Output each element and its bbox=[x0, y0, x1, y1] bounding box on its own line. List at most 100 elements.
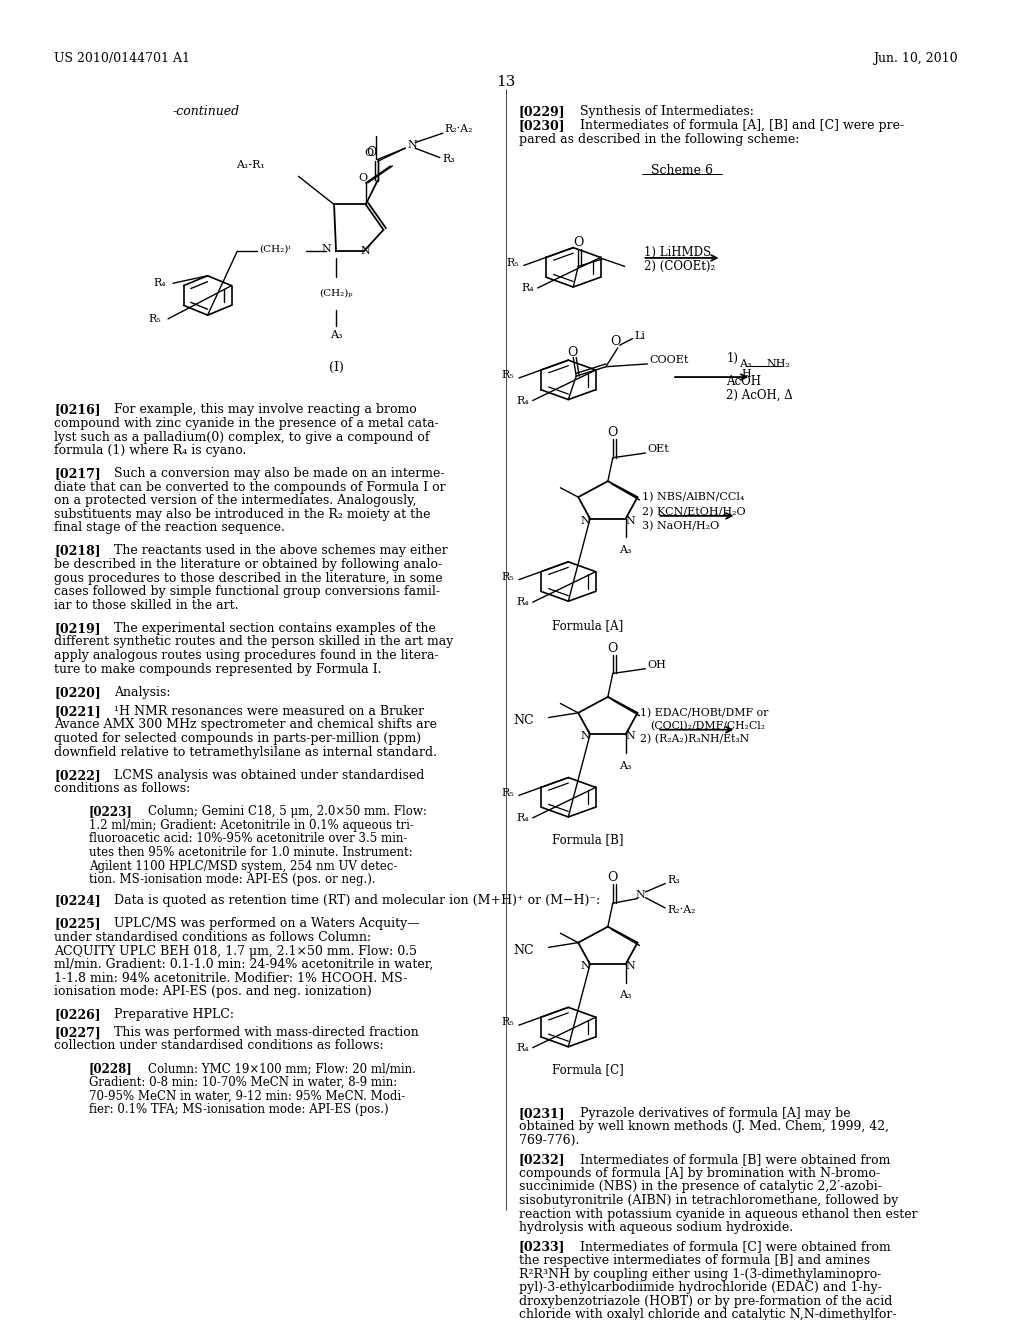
Text: The reactants used in the above schemes may either: The reactants used in the above schemes … bbox=[114, 544, 447, 557]
Text: Avance AMX 300 MHz spectrometer and chemical shifts are: Avance AMX 300 MHz spectrometer and chem… bbox=[54, 718, 437, 731]
Text: [0224]: [0224] bbox=[54, 895, 101, 907]
Text: A₃: A₃ bbox=[330, 330, 342, 341]
Text: A₃: A₃ bbox=[739, 359, 752, 370]
Text: Data is quoted as retention time (RT) and molecular ion (M+H)⁺ or (M−H)⁻:: Data is quoted as retention time (RT) an… bbox=[114, 895, 600, 907]
Text: NH₂: NH₂ bbox=[766, 359, 790, 370]
Text: 2) KCN/EtOH/H₂O: 2) KCN/EtOH/H₂O bbox=[642, 507, 746, 517]
Text: ¹H NMR resonances were measured on a Bruker: ¹H NMR resonances were measured on a Bru… bbox=[114, 705, 424, 718]
Text: reaction with potassium cyanide in aqueous ethanol then ester: reaction with potassium cyanide in aqueo… bbox=[519, 1208, 918, 1221]
Text: N: N bbox=[360, 247, 371, 256]
Text: 2) AcOH, Δ: 2) AcOH, Δ bbox=[726, 389, 794, 403]
Text: (COCl)₂/DMF/CH₂Cl₂: (COCl)₂/DMF/CH₂Cl₂ bbox=[650, 721, 766, 731]
Text: A₃: A₃ bbox=[620, 990, 632, 1001]
Text: Intermediates of formula [A], [B] and [C] were pre-: Intermediates of formula [A], [B] and [C… bbox=[581, 119, 904, 132]
Text: 2) (COOEt)₂: 2) (COOEt)₂ bbox=[644, 260, 716, 273]
Text: O: O bbox=[607, 871, 617, 884]
Text: O: O bbox=[567, 346, 578, 359]
Text: be described in the literature or obtained by following analo-: be described in the literature or obtain… bbox=[54, 558, 442, 572]
Text: Scheme 6: Scheme 6 bbox=[651, 164, 713, 177]
Text: N: N bbox=[408, 140, 417, 150]
Text: R₄: R₄ bbox=[154, 279, 166, 288]
Text: [0228]: [0228] bbox=[89, 1063, 133, 1076]
Text: quoted for selected compounds in parts-per-million (ppm): quoted for selected compounds in parts-p… bbox=[54, 733, 422, 744]
Text: downfield relative to tetramethylsilane as internal standard.: downfield relative to tetramethylsilane … bbox=[54, 746, 437, 759]
Text: NC: NC bbox=[513, 944, 535, 957]
Text: [0218]: [0218] bbox=[54, 544, 101, 557]
Text: [0231]: [0231] bbox=[519, 1106, 565, 1119]
Text: [0222]: [0222] bbox=[54, 768, 101, 781]
Text: N: N bbox=[322, 244, 331, 253]
Text: collection under standardised conditions as follows:: collection under standardised conditions… bbox=[54, 1039, 384, 1052]
Text: [0230]: [0230] bbox=[519, 119, 565, 132]
Text: The experimental section contains examples of the: The experimental section contains exampl… bbox=[114, 622, 435, 635]
Text: N: N bbox=[636, 890, 645, 900]
Text: [0232]: [0232] bbox=[519, 1154, 565, 1166]
Text: [0219]: [0219] bbox=[54, 622, 101, 635]
Text: Agilent 1100 HPLC/MSD system, 254 nm UV detec-: Agilent 1100 HPLC/MSD system, 254 nm UV … bbox=[89, 859, 397, 873]
Text: R₄: R₄ bbox=[516, 813, 528, 822]
Text: on a protected version of the intermediates. Analogously,: on a protected version of the intermedia… bbox=[54, 494, 417, 507]
Text: O: O bbox=[365, 148, 374, 158]
Text: LCMS analysis was obtained under standardised: LCMS analysis was obtained under standar… bbox=[114, 768, 424, 781]
Text: 1) EDAC/HOBt/DMF or: 1) EDAC/HOBt/DMF or bbox=[640, 708, 769, 718]
Text: [0229]: [0229] bbox=[519, 106, 565, 117]
Text: cases followed by simple functional group conversions famil-: cases followed by simple functional grou… bbox=[54, 585, 440, 598]
Text: O: O bbox=[607, 426, 617, 438]
Text: R₄: R₄ bbox=[516, 396, 528, 405]
Text: Formula [B]: Formula [B] bbox=[552, 833, 624, 846]
Text: [0227]: [0227] bbox=[54, 1026, 101, 1039]
Text: Column: YMC 19×100 mm; Flow: 20 ml/min.: Column: YMC 19×100 mm; Flow: 20 ml/min. bbox=[148, 1063, 416, 1076]
Text: R₅: R₅ bbox=[148, 314, 161, 323]
Text: substituents may also be introduced in the R₂ moiety at the: substituents may also be introduced in t… bbox=[54, 508, 431, 521]
Text: fier: 0.1% TFA; MS-ionisation mode: API-ES (pos.): fier: 0.1% TFA; MS-ionisation mode: API-… bbox=[89, 1104, 388, 1115]
Text: chloride with oxalyl chloride and catalytic N,N-dimethylfor-: chloride with oxalyl chloride and cataly… bbox=[519, 1308, 896, 1320]
Text: N: N bbox=[626, 516, 636, 525]
Text: 769-776).: 769-776). bbox=[519, 1134, 580, 1147]
Text: [0226]: [0226] bbox=[54, 1008, 101, 1022]
Text: 2) (R₂A₂)R₃NH/Et₃N: 2) (R₂A₂)R₃NH/Et₃N bbox=[640, 734, 750, 744]
Text: 3) NaOH/H₂O: 3) NaOH/H₂O bbox=[642, 520, 720, 531]
Text: Formula [C]: Formula [C] bbox=[552, 1063, 624, 1076]
Text: COOEt: COOEt bbox=[649, 355, 689, 366]
Text: 13: 13 bbox=[497, 75, 516, 88]
Text: R₃: R₃ bbox=[668, 875, 680, 884]
Text: A₁-R₁: A₁-R₁ bbox=[236, 160, 264, 170]
Text: Preparative HPLC:: Preparative HPLC: bbox=[114, 1008, 233, 1022]
Text: H: H bbox=[741, 368, 751, 379]
Text: Li: Li bbox=[635, 331, 645, 341]
Text: Formula [A]: Formula [A] bbox=[553, 619, 624, 632]
Text: the respective intermediates of formula [B] and amines: the respective intermediates of formula … bbox=[519, 1254, 870, 1267]
Text: final stage of the reaction sequence.: final stage of the reaction sequence. bbox=[54, 521, 286, 535]
Text: This was performed with mass-directed fraction: This was performed with mass-directed fr… bbox=[114, 1026, 419, 1039]
Text: [0225]: [0225] bbox=[54, 917, 101, 931]
Text: -continued: -continued bbox=[173, 106, 240, 117]
Text: ml/min. Gradient: 0.1-1.0 min: 24-94% acetonitrile in water,: ml/min. Gradient: 0.1-1.0 min: 24-94% ac… bbox=[54, 958, 433, 972]
Text: sisobutyronitrile (AIBN) in tetrachloromethane, followed by: sisobutyronitrile (AIBN) in tetrachlorom… bbox=[519, 1195, 898, 1206]
Text: droxybenzotriazole (HOBT) or by pre-formation of the acid: droxybenzotriazole (HOBT) or by pre-form… bbox=[519, 1295, 892, 1308]
Text: R₂·A₂: R₂·A₂ bbox=[668, 904, 695, 915]
Text: [0223]: [0223] bbox=[89, 805, 133, 818]
Text: 1) LiHMDS: 1) LiHMDS bbox=[644, 246, 712, 259]
Text: O: O bbox=[358, 173, 368, 183]
Text: (CH₂)ⁱ: (CH₂)ⁱ bbox=[259, 244, 291, 253]
Text: OH: OH bbox=[647, 660, 667, 671]
Text: R₅: R₅ bbox=[506, 257, 519, 268]
Text: R₅: R₅ bbox=[502, 1018, 514, 1027]
Text: Such a conversion may also be made on an interme-: Such a conversion may also be made on an… bbox=[114, 467, 444, 480]
Text: lyst such as a palladium(0) complex, to give a compound of: lyst such as a palladium(0) complex, to … bbox=[54, 430, 430, 444]
Text: pared as described in the following scheme:: pared as described in the following sche… bbox=[519, 133, 800, 147]
Text: ionisation mode: API-ES (pos. and neg. ionization): ionisation mode: API-ES (pos. and neg. i… bbox=[54, 985, 372, 998]
Text: hydrolysis with aqueous sodium hydroxide.: hydrolysis with aqueous sodium hydroxide… bbox=[519, 1221, 793, 1234]
Text: Gradient: 0-8 min: 10-70% MeCN in water, 8-9 min:: Gradient: 0-8 min: 10-70% MeCN in water,… bbox=[89, 1076, 397, 1089]
Text: UPLC/MS was performed on a Waters Acquity—: UPLC/MS was performed on a Waters Acquit… bbox=[114, 917, 420, 931]
Text: O: O bbox=[573, 236, 584, 249]
Text: 1-1.8 min: 94% acetonitrile. Modifier: 1% HCOOH. MS-: 1-1.8 min: 94% acetonitrile. Modifier: 1… bbox=[54, 972, 408, 985]
Text: N: N bbox=[626, 731, 636, 742]
Text: AcOH: AcOH bbox=[726, 375, 762, 388]
Text: gous procedures to those described in the literature, in some: gous procedures to those described in th… bbox=[54, 572, 443, 585]
Text: R₄: R₄ bbox=[516, 1043, 528, 1052]
Text: R₅: R₅ bbox=[502, 788, 514, 797]
Text: diate that can be converted to the compounds of Formula I or: diate that can be converted to the compo… bbox=[54, 480, 446, 494]
Text: compound with zinc cyanide in the presence of a metal cata-: compound with zinc cyanide in the presen… bbox=[54, 417, 439, 430]
Text: R₂·A₂: R₂·A₂ bbox=[444, 124, 473, 135]
